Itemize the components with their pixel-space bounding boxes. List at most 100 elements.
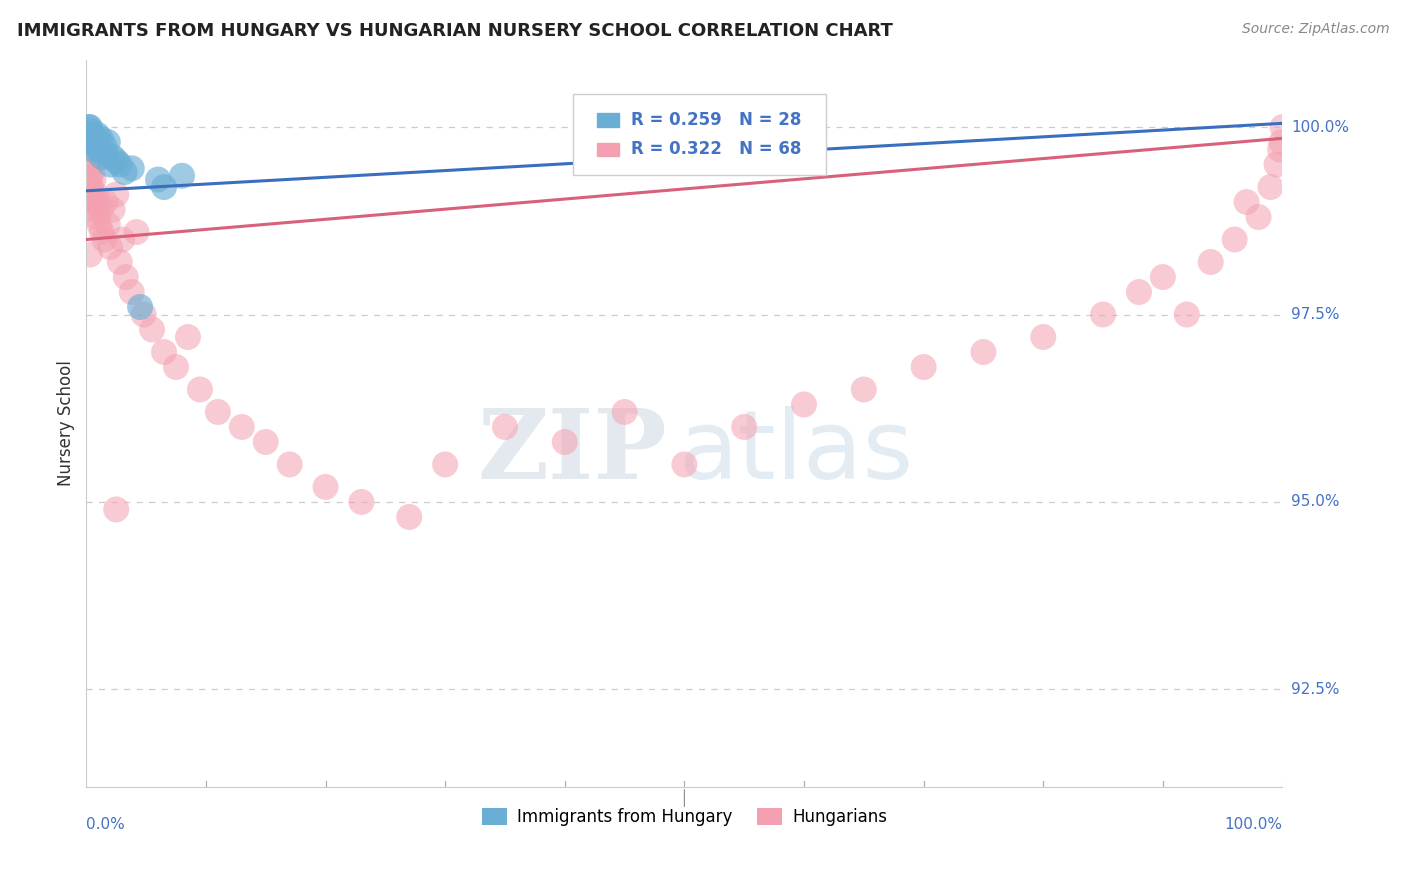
Text: 100.0%: 100.0% <box>1291 120 1348 135</box>
Point <box>105 153 128 168</box>
Point <box>77 120 100 134</box>
Point <box>1032 330 1054 344</box>
Point <box>101 150 124 164</box>
Point <box>89 143 111 157</box>
Point <box>207 405 229 419</box>
Text: 95.0%: 95.0% <box>1291 494 1340 509</box>
Point <box>972 345 994 359</box>
Text: ZIP: ZIP <box>477 405 666 500</box>
FancyBboxPatch shape <box>598 113 619 127</box>
Point <box>146 172 169 186</box>
Point <box>82 195 104 210</box>
Text: 92.5%: 92.5% <box>1291 681 1340 697</box>
Legend: Immigrants from Hungary, Hungarians: Immigrants from Hungary, Hungarians <box>475 802 894 833</box>
Point <box>108 157 131 171</box>
Point <box>1199 255 1222 269</box>
Point <box>153 345 176 359</box>
Point <box>97 218 120 232</box>
Point <box>79 172 101 186</box>
Point <box>105 187 128 202</box>
Point <box>86 128 108 142</box>
Point <box>83 131 105 145</box>
Text: R = 0.322   N = 68: R = 0.322 N = 68 <box>630 140 801 158</box>
Point <box>87 135 110 149</box>
Point <box>141 322 163 336</box>
Point <box>97 135 120 149</box>
Point <box>188 383 211 397</box>
Point <box>554 434 576 449</box>
Point <box>1271 120 1294 134</box>
Point <box>153 180 176 194</box>
Point <box>80 157 103 171</box>
Point <box>80 135 103 149</box>
Point <box>101 202 124 217</box>
Point <box>278 458 301 472</box>
Point <box>111 233 134 247</box>
Point <box>673 458 696 472</box>
Point <box>98 240 121 254</box>
Text: IMMIGRANTS FROM HUNGARY VS HUNGARIAN NURSERY SCHOOL CORRELATION CHART: IMMIGRANTS FROM HUNGARY VS HUNGARIAN NUR… <box>17 22 893 40</box>
Point <box>231 420 253 434</box>
Point <box>77 143 100 157</box>
Text: 100.0%: 100.0% <box>1225 817 1282 832</box>
Point <box>1268 143 1291 157</box>
Point <box>79 120 101 134</box>
Text: R = 0.259   N = 28: R = 0.259 N = 28 <box>630 111 801 129</box>
Point <box>315 480 337 494</box>
Point <box>82 128 104 142</box>
Point <box>105 502 128 516</box>
Point <box>121 285 143 299</box>
Point <box>90 150 112 164</box>
Point <box>98 157 121 171</box>
Point <box>94 195 117 210</box>
Point <box>79 247 101 261</box>
Point <box>1260 180 1282 194</box>
Point <box>114 270 136 285</box>
Point <box>82 165 104 179</box>
Point <box>121 161 143 176</box>
Point <box>84 187 107 202</box>
Point <box>1152 270 1174 285</box>
Point <box>90 202 112 217</box>
Point <box>93 233 115 247</box>
Point <box>94 146 117 161</box>
Point <box>1270 135 1292 149</box>
Point <box>1128 285 1150 299</box>
Point <box>912 359 935 374</box>
Point <box>79 150 101 164</box>
Point <box>80 180 103 194</box>
Point <box>86 210 108 224</box>
Y-axis label: Nursery School: Nursery School <box>58 360 75 486</box>
Point <box>434 458 457 472</box>
Point <box>83 202 105 217</box>
Point <box>1092 308 1115 322</box>
Point <box>76 131 98 145</box>
Point <box>76 157 98 171</box>
Point <box>733 420 755 434</box>
Point <box>165 359 187 374</box>
Point <box>350 495 373 509</box>
Point <box>254 434 277 449</box>
Text: 0.0%: 0.0% <box>86 817 125 832</box>
Point <box>82 143 104 157</box>
Text: atlas: atlas <box>679 406 914 499</box>
Point <box>108 255 131 269</box>
Point <box>1247 210 1270 224</box>
Point <box>1265 157 1288 171</box>
Point <box>79 124 101 138</box>
Point <box>1223 233 1246 247</box>
Point <box>89 218 111 232</box>
Point <box>852 383 875 397</box>
Point <box>613 405 636 419</box>
Point <box>114 165 136 179</box>
Point <box>82 187 104 202</box>
Point <box>90 131 112 145</box>
Point <box>1175 308 1198 322</box>
Point <box>494 420 516 434</box>
Point <box>793 397 815 411</box>
FancyBboxPatch shape <box>574 94 825 175</box>
Point <box>87 195 110 210</box>
Point <box>129 300 152 314</box>
Point <box>77 165 100 179</box>
Point <box>132 308 155 322</box>
